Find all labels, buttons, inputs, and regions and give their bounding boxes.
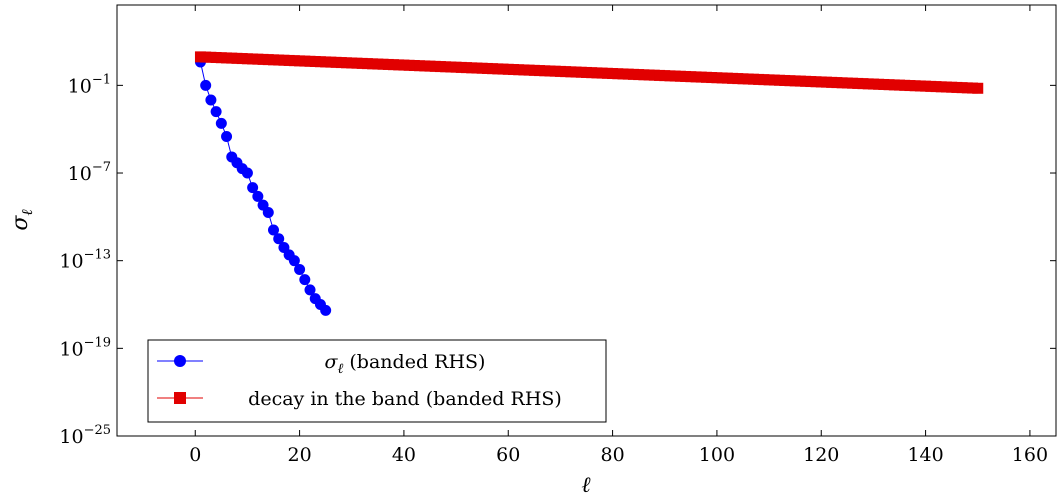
y-tick-label: 10−1 [68,72,111,97]
legend-sigma-suffix: (banded RHS) [343,351,485,373]
x-tick-label: 140 [907,444,943,466]
legend-decay-label: decay in the band (banded RHS) [248,388,562,410]
sigma-data-point [288,255,300,267]
sigma-data-point [320,304,332,316]
sigma-data-point [200,79,212,91]
x-tick-label: 0 [189,444,201,466]
y-axis-title-symbol: σ [8,215,33,231]
x-tick-label: 100 [699,444,735,466]
legend: σℓ (banded RHS) decay in the band (bande… [147,339,607,423]
sigma-data-point [268,224,279,236]
y-axis-title-subscript: ℓ [18,209,36,215]
svg-text:σℓ (banded RHS): σℓ (banded RHS) [325,351,486,377]
sigma-series-line [199,61,327,311]
x-tick-label: 20 [287,444,311,466]
y-axis-title: σℓ [8,209,36,230]
x-axis-title: ℓ [581,473,591,498]
x-tick-label: 120 [803,444,839,466]
x-tick-label: 60 [496,444,520,466]
y-tick-label: 10−7 [68,160,111,185]
legend-blue-circle-marker [174,355,186,367]
sigma-data-point [299,274,311,286]
y-tick-label: 10−25 [59,423,111,448]
x-tick-label: 160 [1012,444,1048,466]
sigma-data-point [221,130,233,142]
x-tick-label: 80 [600,444,624,466]
sigma-data-point [262,206,274,218]
y-tick-label: 10−13 [59,248,111,273]
series-sigma-banded-rhs [194,56,332,316]
x-tick-label: 40 [392,444,416,466]
legend-item-sigma: σℓ (banded RHS) [157,351,485,377]
sigma-data-point [215,117,227,129]
y-tick-label: 10−19 [59,335,111,360]
decay-data-point [972,82,984,94]
legend-sigma-subscript: ℓ [338,361,344,377]
sigma-data-point [294,263,306,275]
sigma-data-point [247,182,259,194]
legend-red-square-marker [174,392,186,404]
plot-area-frame [116,4,1057,437]
sigma-data-point [210,106,222,118]
sigma-data-point [304,284,316,296]
legend-sigma-symbol: σ [325,351,339,373]
svg-text:σℓ: σℓ [8,209,36,230]
y-axis-ticks: 10−25 10−19 10−13 10−7 10−1 [59,72,1056,448]
sigma-data-point [273,233,285,245]
sigma-data-point [241,167,253,179]
sigma-data-point [205,94,217,106]
x-axis-ticks: 0 20 40 60 80 100 120 140 160 [189,5,1048,466]
sigma-data-point [252,190,264,202]
legend-box [147,339,607,423]
legend-item-decay: decay in the band (banded RHS) [157,388,562,410]
series-decay-in-band [194,51,984,94]
